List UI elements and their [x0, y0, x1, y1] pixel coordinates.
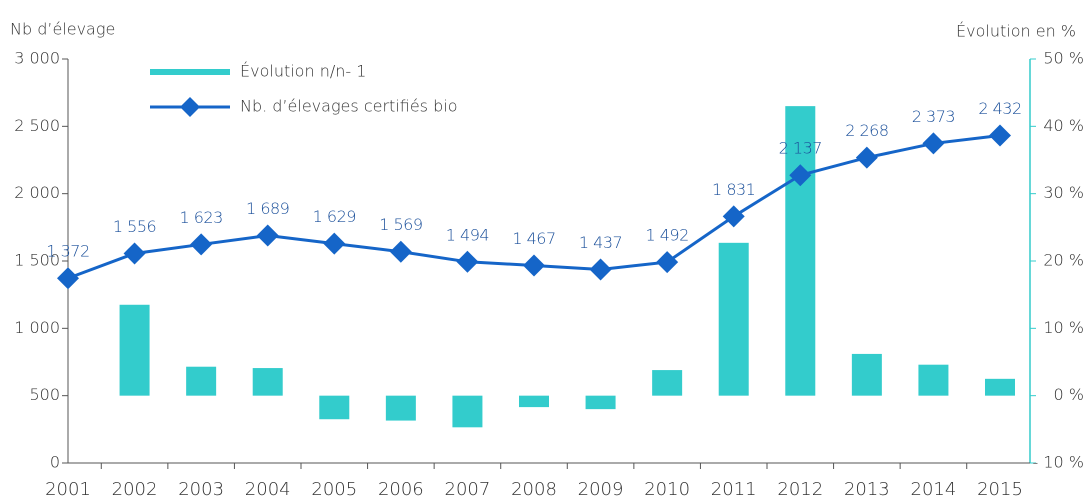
y-tick-label: 2 000 — [14, 183, 60, 202]
y2-tick-label: 10 % — [1043, 318, 1084, 337]
y-tick-label: 0 — [50, 453, 60, 472]
data-label: 1 689 — [246, 199, 289, 218]
bar — [918, 364, 949, 396]
data-label: 1 623 — [179, 208, 222, 227]
bar — [119, 304, 150, 396]
data-label: 1 492 — [645, 226, 688, 245]
bar — [851, 353, 882, 396]
x-tick-label: 2005 — [311, 479, 357, 500]
marker — [123, 242, 146, 265]
marker — [190, 233, 213, 256]
marker — [589, 258, 612, 281]
bar — [652, 370, 683, 396]
bar — [519, 395, 549, 408]
y2-axis-label: Évolution en % — [956, 22, 1076, 41]
marker — [922, 132, 945, 155]
marker — [855, 146, 878, 169]
y-tick-label: 2 500 — [14, 116, 60, 135]
bar — [186, 366, 217, 396]
y2-tick-label: 0 % — [1054, 385, 1084, 404]
x-tick-label: 2001 — [45, 479, 91, 500]
marker — [323, 232, 346, 255]
data-label: 1 494 — [446, 225, 489, 244]
y-tick-label: 1 500 — [14, 251, 60, 270]
y2-tick-label: - 10 % — [1032, 453, 1084, 472]
data-label: 1 372 — [46, 242, 89, 261]
legend-marker — [180, 97, 200, 117]
data-label: 1 629 — [313, 207, 356, 226]
x-tick-label: 2009 — [578, 479, 624, 500]
bar — [452, 395, 483, 428]
x-tick-label: 2012 — [777, 479, 823, 500]
data-label: 2 432 — [978, 99, 1021, 118]
bar — [718, 242, 749, 396]
legend-label: Nb. d’élevages certifiés bio — [240, 97, 457, 116]
marker — [456, 250, 479, 273]
data-label: 1 831 — [712, 180, 755, 199]
y2-tick-label: 30 % — [1043, 183, 1084, 202]
bar — [985, 378, 1015, 396]
x-tick-label: 2013 — [844, 479, 890, 500]
data-label: 2 373 — [912, 107, 955, 126]
x-tick-label: 2004 — [245, 479, 291, 500]
legend-label: Évolution n/n- 1 — [240, 62, 366, 81]
x-tick-label: 2002 — [112, 479, 158, 500]
data-label: 1 467 — [512, 229, 555, 248]
x-tick-label: 2014 — [911, 479, 957, 500]
data-label: 1 569 — [379, 215, 422, 234]
y-tick-label: 500 — [29, 385, 60, 404]
x-tick-label: 2003 — [178, 479, 224, 500]
y-tick-label: 3 000 — [14, 49, 60, 68]
marker — [389, 240, 412, 263]
x-tick-label: 2008 — [511, 479, 557, 500]
y2-tick-label: 40 % — [1043, 116, 1084, 135]
marker — [722, 205, 745, 228]
data-label: 1 556 — [113, 217, 156, 236]
y2-tick-label: 50 % — [1043, 49, 1084, 68]
x-tick-label: 2015 — [977, 479, 1023, 500]
bar — [785, 106, 816, 396]
data-label: 2 137 — [779, 139, 822, 158]
marker — [256, 224, 279, 247]
bar — [585, 395, 616, 410]
x-tick-label: 2010 — [644, 479, 690, 500]
bar — [385, 395, 416, 421]
x-tick-label: 2007 — [445, 479, 491, 500]
x-tick-label: 2006 — [378, 479, 424, 500]
data-label: 1 437 — [579, 233, 622, 252]
marker — [656, 251, 679, 274]
bar — [319, 395, 350, 420]
bar — [252, 368, 283, 396]
y-tick-label: 1 000 — [14, 318, 60, 337]
y2-tick-label: 20 % — [1043, 251, 1084, 270]
data-label: 2 268 — [845, 121, 888, 140]
marker — [523, 254, 545, 277]
marker — [789, 164, 812, 187]
marker — [989, 124, 1011, 147]
marker — [57, 267, 79, 290]
x-tick-label: 2011 — [711, 479, 757, 500]
y-axis-label: Nb d’élevage — [10, 20, 115, 39]
